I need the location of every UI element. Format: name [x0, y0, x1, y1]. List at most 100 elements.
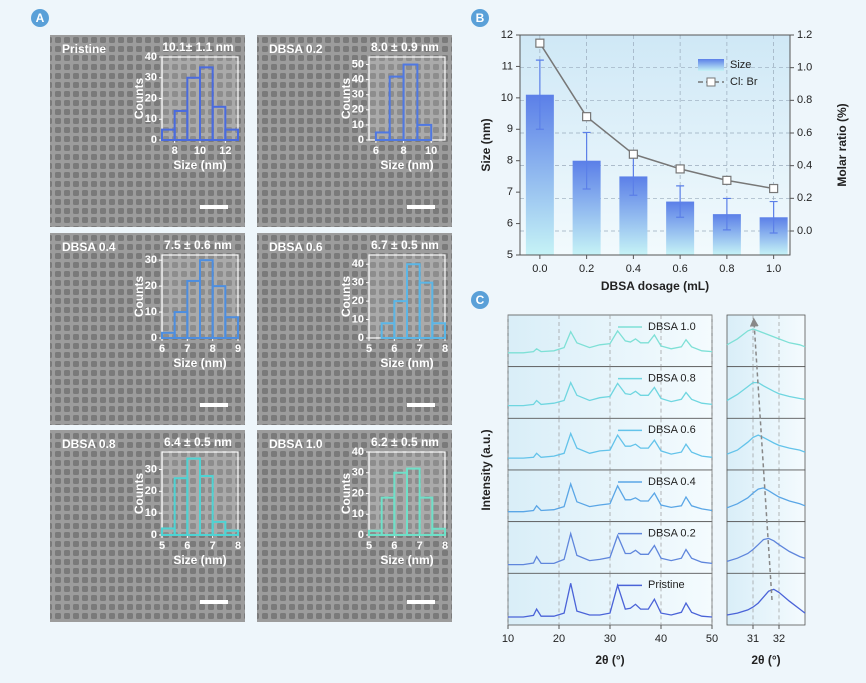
histogram-bar — [431, 527, 447, 537]
histogram-bar — [402, 63, 419, 141]
x-tick-label: 6 — [159, 343, 165, 355]
y-tick-label: 0 — [358, 134, 364, 146]
y-tick-label: 40 — [352, 258, 364, 270]
y-tick-label: 20 — [352, 487, 364, 499]
error-bar — [722, 197, 731, 231]
ratio-marker — [675, 164, 685, 174]
x-tick-label: 6 — [391, 343, 397, 355]
error-bar — [676, 185, 685, 218]
scale-bar — [407, 403, 435, 407]
legend-label: Pristine — [648, 579, 685, 591]
x-tick-label: 40 — [655, 633, 667, 645]
x-tick-label: 5 — [366, 540, 372, 552]
trace-box — [726, 314, 806, 368]
size-annotation: 10.1± 1.1 nm — [162, 40, 233, 54]
panel-label: B — [476, 11, 485, 25]
x-axis-label: DBSA dosage (mL) — [601, 279, 709, 293]
plot-frame — [519, 34, 791, 256]
x-tick-label: 6 — [373, 145, 379, 157]
xrd-trace — [726, 487, 806, 509]
trace-box — [726, 521, 806, 574]
y-tick-label: 6 — [507, 217, 513, 229]
legend-label: Size — [730, 59, 751, 71]
xrd-trace — [508, 481, 713, 513]
y-tick-label: 40 — [145, 51, 157, 63]
trace-box — [726, 572, 806, 626]
y2-axis-label: Molar ratio (%) — [835, 103, 849, 186]
size-annotation: 6.4 ± 0.5 nm — [164, 435, 232, 449]
x-tick-label: 10 — [194, 145, 206, 157]
xrd-trace — [726, 588, 806, 616]
x-tick-label: 0.4 — [626, 263, 641, 275]
histogram-bar — [224, 529, 239, 537]
y-tick-label: 30 — [145, 463, 157, 475]
histogram-bar — [199, 66, 214, 141]
xrd-trace — [726, 328, 806, 348]
x-axis-label: Size (nm) — [173, 158, 226, 172]
legend-marker — [706, 77, 716, 87]
scale-bar — [200, 403, 228, 407]
y-tick-label: 0 — [151, 134, 157, 146]
y2-tick-label: 1.2 — [797, 29, 812, 41]
y-tick-label: 30 — [352, 89, 364, 101]
histogram-bar — [431, 322, 447, 340]
y-tick-label: 11 — [502, 60, 513, 72]
y-tick-label: 50 — [352, 58, 364, 70]
error-bar — [769, 200, 778, 234]
y-tick-label: 0 — [358, 332, 364, 344]
x-tick-label: 8 — [172, 145, 178, 157]
panel-badge — [31, 9, 49, 27]
x-tick-label: 8 — [442, 540, 448, 552]
legend-label: DBSA 0.6 — [648, 424, 696, 436]
x-tick-label: 8 — [235, 540, 241, 552]
y-tick-label: 12 — [501, 29, 513, 41]
y-axis-label: Counts — [132, 276, 146, 318]
y2-tick-label: 0.8 — [797, 94, 812, 106]
y-tick-label: 10 — [352, 119, 364, 131]
y-tick-label: 0 — [151, 332, 157, 344]
y-tick-label: 9 — [507, 123, 513, 135]
histogram-bar — [199, 475, 214, 536]
x-tick-label: 5 — [366, 343, 372, 355]
y-tick-label: 0 — [151, 529, 157, 541]
x-tick-label: 31 — [747, 633, 759, 645]
y-tick-label: 40 — [352, 446, 364, 458]
size-annotation: 6.2 ± 0.5 nm — [371, 435, 439, 449]
ratio-marker — [722, 175, 732, 185]
y-axis-label: Counts — [339, 78, 353, 120]
x-tick-label: 0.6 — [672, 263, 687, 275]
x-axis-label: Size (nm) — [380, 553, 433, 567]
histogram-bar — [211, 520, 227, 536]
legend-label: DBSA 1.0 — [648, 321, 696, 333]
y-tick-label: 5 — [507, 249, 513, 261]
scale-bar — [200, 600, 228, 604]
x-tick-label: 6 — [184, 540, 190, 552]
y-tick-label: 30 — [352, 467, 364, 479]
xrd-trace — [508, 531, 713, 566]
histogram-bar — [224, 316, 239, 339]
panel-badge — [471, 9, 489, 27]
sample-name: DBSA 1.0 — [269, 437, 323, 451]
x-tick-label: 0.2 — [579, 263, 594, 275]
panel-label: A — [36, 11, 45, 25]
panel-badge — [471, 291, 489, 309]
ratio-marker — [582, 112, 592, 122]
x-tick-label: 5 — [159, 540, 165, 552]
x-axis-label: 2θ (°) — [751, 653, 780, 667]
size-annotation: 8.0 ± 0.9 nm — [371, 40, 439, 54]
x-axis-label: Size (nm) — [173, 553, 226, 567]
y2-tick-label: 0.0 — [797, 225, 812, 237]
y-axis-label: Counts — [339, 276, 353, 318]
trace-box — [726, 366, 806, 419]
histogram-bar — [211, 285, 227, 339]
y-tick-label: 40 — [352, 74, 364, 86]
shift-arrow — [749, 317, 773, 601]
histogram-bar — [211, 105, 227, 142]
ratio-marker — [535, 38, 545, 48]
legend-label: DBSA 0.8 — [648, 373, 696, 385]
x-tick-label: 12 — [219, 145, 231, 157]
histogram-bar — [418, 496, 434, 536]
x-axis-label: Size (nm) — [173, 356, 226, 370]
xrd-trace — [508, 329, 713, 354]
